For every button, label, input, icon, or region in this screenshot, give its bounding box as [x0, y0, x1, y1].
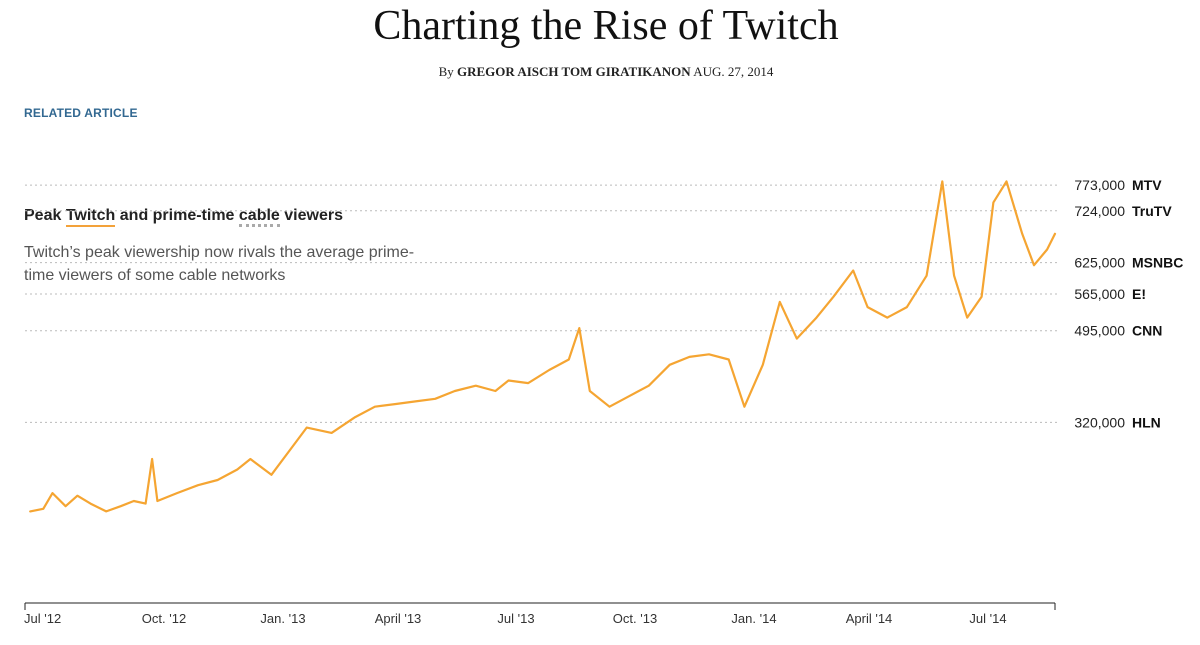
byline-date: AUG. 27, 2014	[693, 64, 774, 79]
reference-value: 724,000	[1074, 203, 1125, 219]
byline-prefix: By	[438, 64, 454, 79]
reference-value: 320,000	[1074, 414, 1125, 430]
twitch-series	[29, 180, 1057, 513]
byline: By GREGOR AISCH TOM GIRATIKANON AUG. 27,…	[0, 64, 1200, 80]
x-tick-label: Jul '14	[969, 611, 1006, 626]
x-tick-label: April '14	[846, 611, 893, 626]
related-article-link[interactable]: RELATED ARTICLE	[24, 106, 138, 120]
reference-network-name: HLN	[1132, 414, 1161, 430]
reference-network-name: TruTV	[1132, 203, 1172, 219]
x-tick-label: Jan. '13	[260, 611, 305, 626]
reference-value: 495,000	[1074, 323, 1125, 339]
reference-value: 565,000	[1074, 286, 1125, 302]
x-tick-label: Oct. '12	[142, 611, 186, 626]
reference-value: 625,000	[1074, 255, 1125, 271]
reference-value: 773,000	[1074, 177, 1125, 193]
reference-network-name: MSNBC	[1132, 255, 1183, 271]
chart-title-twitch: Twitch	[65, 207, 116, 227]
series-line	[29, 180, 1057, 513]
page-title: Charting the Rise of Twitch	[373, 3, 839, 49]
x-tick-label: Jul '13	[497, 611, 534, 626]
reference-network-name: CNN	[1132, 323, 1162, 339]
chart-title-part1: Peak	[24, 207, 62, 224]
chart-title-part3: viewers	[284, 207, 343, 224]
x-tick-label: April '13	[375, 611, 422, 626]
reference-network-name: MTV	[1132, 177, 1162, 193]
x-tick-label: Oct. '13	[613, 611, 657, 626]
reference-labels: 773,000 MTV 724,000 TruTV 625,000 MSNBC 565,00…	[1074, 177, 1183, 430]
x-tick-label: Jul '12	[24, 611, 61, 626]
reference-network-name: E!	[1132, 286, 1146, 302]
x-tick-label: Jan. '14	[731, 611, 776, 626]
byline-authors[interactable]: GREGOR AISCH TOM GIRATIKANON	[457, 64, 691, 79]
chart-subtitle: Twitch’s peak viewership now rivals the …	[24, 244, 415, 284]
chart-title-cable: cable	[238, 207, 280, 227]
x-axis: Jul '12 Oct. '12 Jan. '13 April '13 Jul '13 O…	[24, 602, 1056, 626]
reference-lines	[25, 184, 1060, 423]
